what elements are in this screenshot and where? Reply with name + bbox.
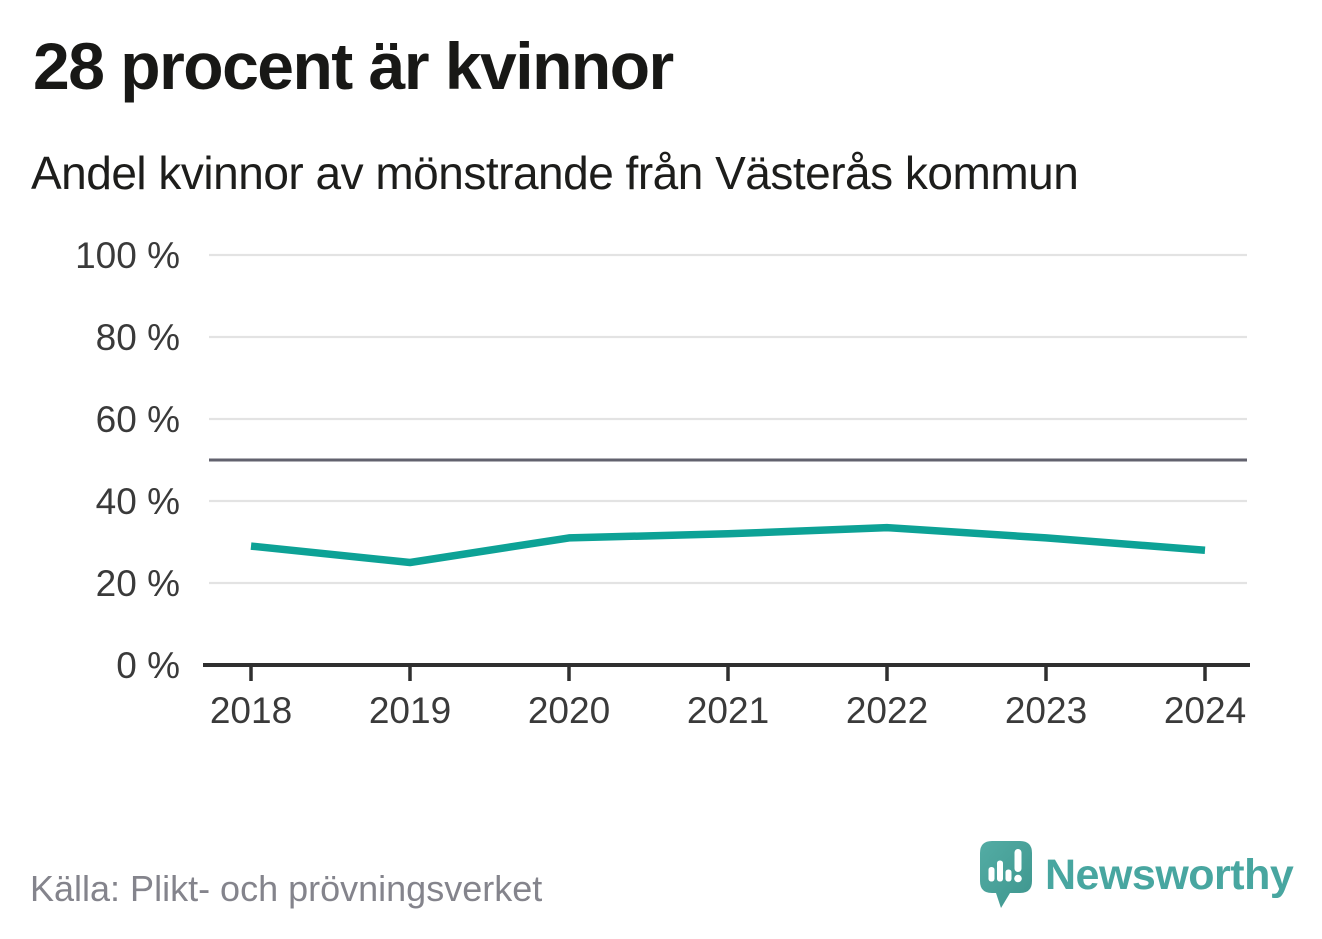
source-note: Källa: Plikt- och prövningsverket <box>30 868 543 909</box>
y-tick-label: 20 % <box>96 563 180 604</box>
newsworthy-logo-text: Newsworthy <box>1045 850 1294 899</box>
y-tick-label: 100 % <box>75 235 180 276</box>
bar-glyph-2 <box>997 860 1003 882</box>
bar-glyph-3 <box>1005 869 1012 882</box>
y-tick-label: 60 % <box>96 399 180 440</box>
bar-glyph-1 <box>988 867 995 882</box>
x-tick-label: 2020 <box>528 690 610 731</box>
y-tick-label: 0 % <box>116 645 180 686</box>
x-tick-label: 2019 <box>369 690 451 731</box>
x-tick-label: 2021 <box>687 690 769 731</box>
chart-title: 28 procent är kvinnor <box>33 29 674 103</box>
x-tick-label: 2024 <box>1164 690 1246 731</box>
exclamation-dot <box>1014 874 1022 883</box>
y-tick-label: 80 % <box>96 317 180 358</box>
series-line <box>250 523 1206 567</box>
y-tick-label: 40 % <box>96 481 180 522</box>
x-tick-label: 2023 <box>1005 690 1087 731</box>
x-tick-label: 2018 <box>210 690 292 731</box>
newsworthy-brand: Newsworthy <box>980 841 1294 909</box>
newsworthy-logo-icon <box>980 841 1032 908</box>
exclamation-bar <box>1014 849 1022 872</box>
x-tick-label: 2022 <box>846 690 928 731</box>
chart-subtitle: Andel kvinnor av mönstrande från Västerå… <box>31 147 1079 199</box>
